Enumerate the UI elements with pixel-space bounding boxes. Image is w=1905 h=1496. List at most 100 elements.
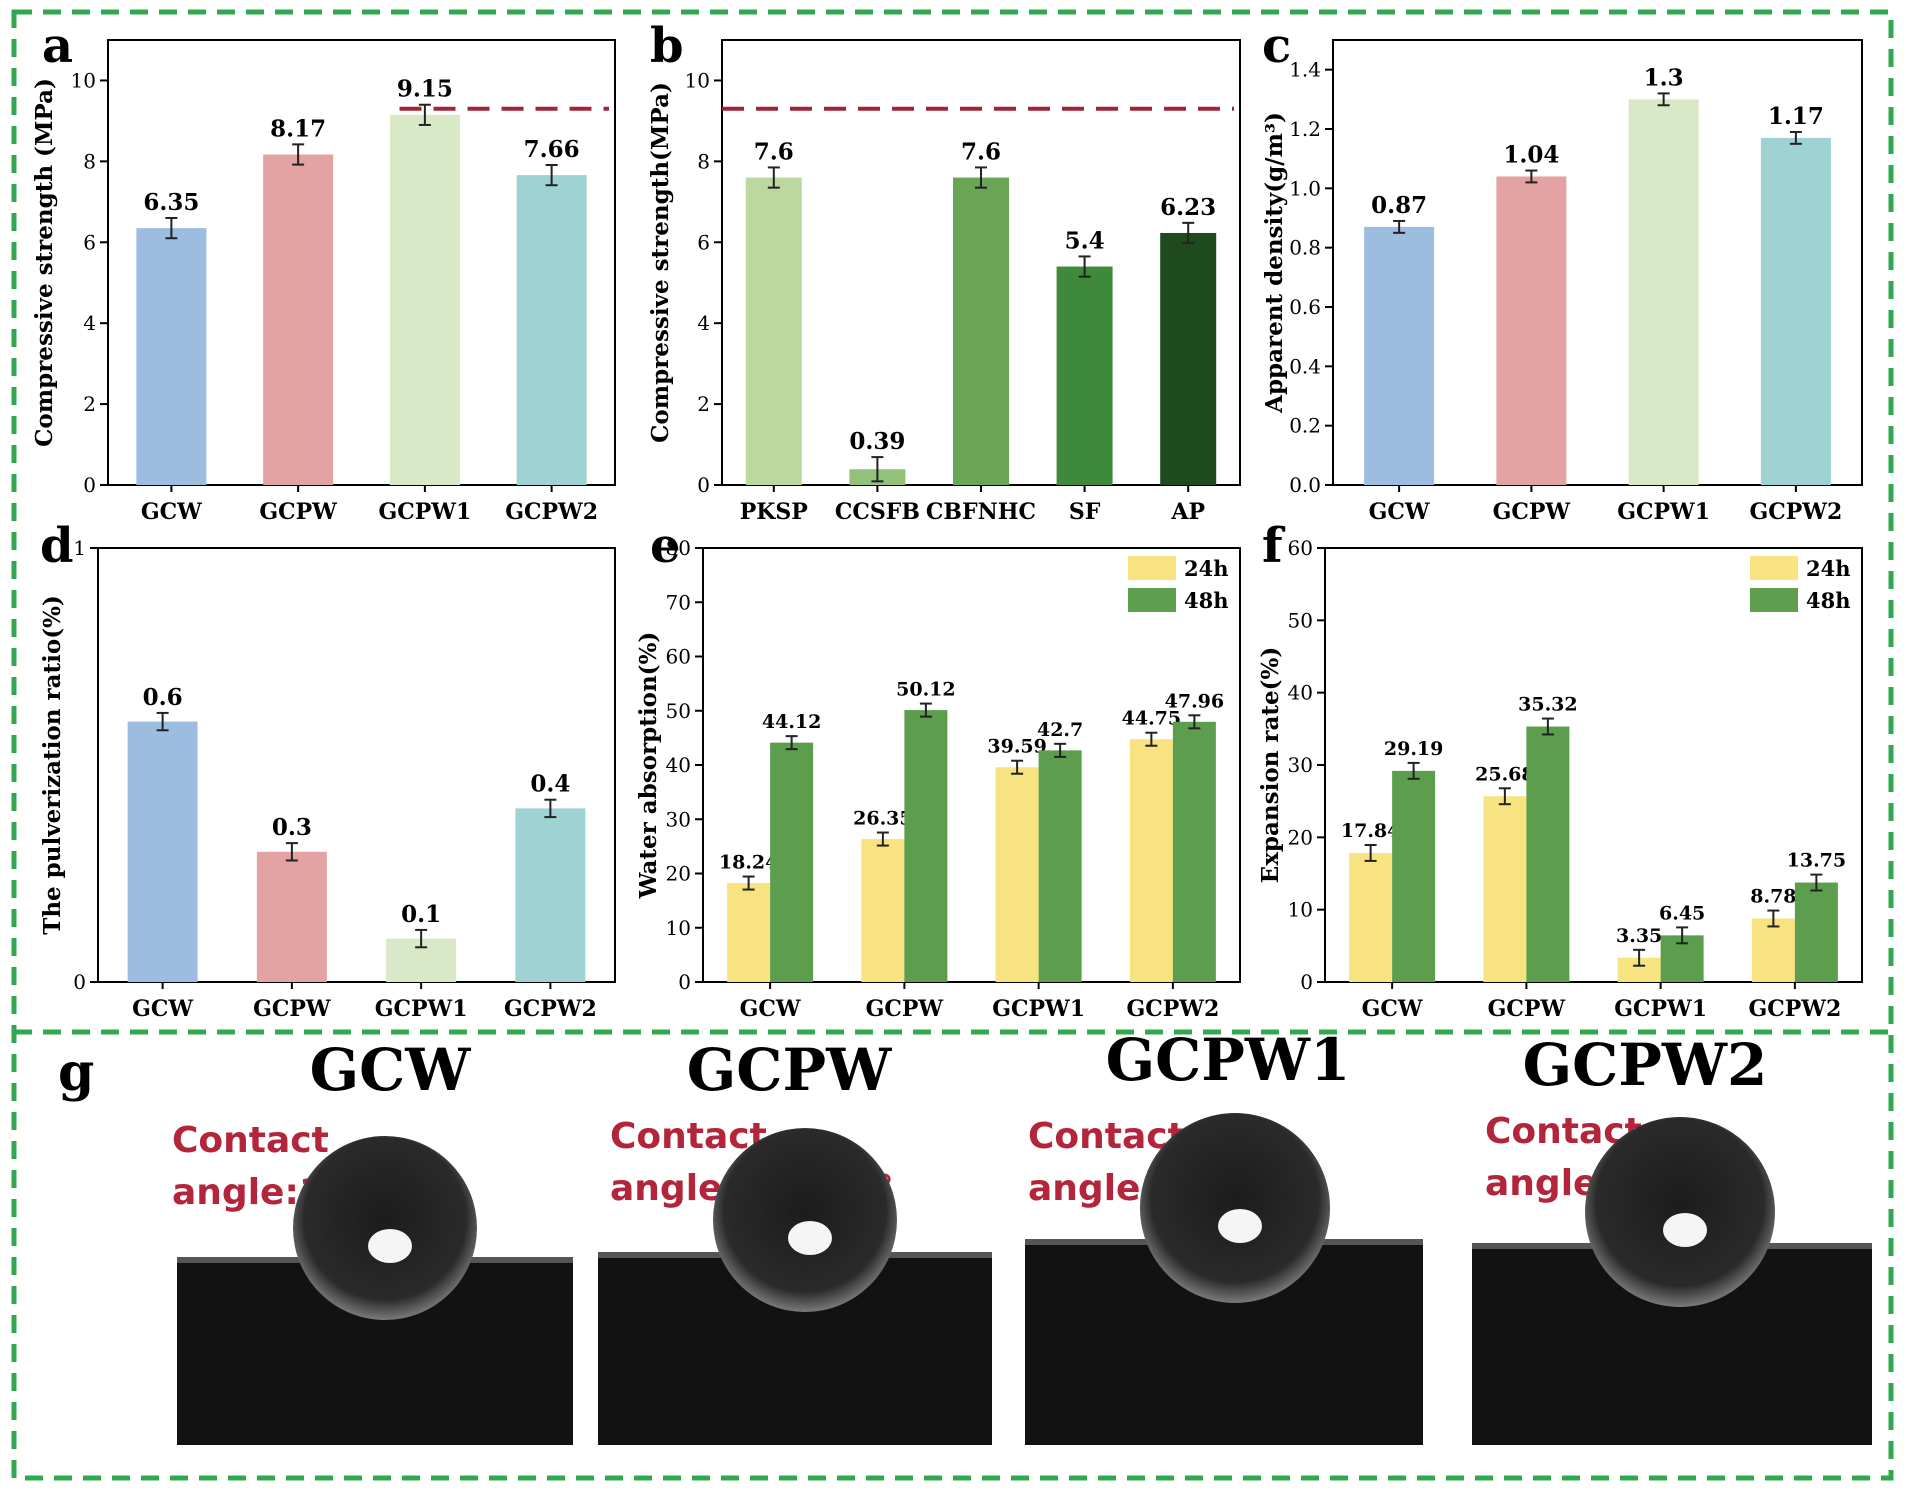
data-label: 7.66 bbox=[524, 136, 580, 163]
x-tick-label: GCPW1 bbox=[375, 996, 468, 1022]
x-tick-label: GCPW1 bbox=[1617, 499, 1710, 525]
x-tick-label: PKSP bbox=[740, 499, 808, 525]
y-tick-label: 1 bbox=[73, 536, 86, 560]
x-tick-label: GCPW1 bbox=[1614, 996, 1707, 1022]
y-tick-label: 1.0 bbox=[1289, 176, 1321, 200]
data-label: 8.17 bbox=[270, 115, 326, 142]
x-tick-label: GCW bbox=[1362, 996, 1423, 1022]
x-tick-label: GCPW bbox=[1488, 996, 1566, 1022]
data-label: 0.87 bbox=[1371, 192, 1427, 219]
bar bbox=[1760, 137, 1831, 485]
y-axis-label: Compressive strength (MPa) bbox=[31, 78, 58, 447]
y-tick-label: 8 bbox=[83, 149, 96, 173]
droplet bbox=[713, 1128, 897, 1312]
y-axis-label: The pulverization ratio(%) bbox=[39, 595, 66, 935]
contact-angle-sample: GCPWContactangle:124.80° bbox=[598, 1036, 992, 1445]
data-label: 0.3 bbox=[272, 814, 312, 841]
bar bbox=[515, 808, 586, 982]
data-label: 29.19 bbox=[1384, 738, 1444, 760]
bar bbox=[727, 883, 771, 982]
panel-label-d: d bbox=[40, 518, 74, 574]
y-tick-label: 10 bbox=[71, 68, 96, 92]
data-label: 6.35 bbox=[143, 189, 199, 216]
contact-angle-sample: GCPW1Contactangle:136.15° bbox=[1025, 1026, 1423, 1445]
y-axis-label: Water absorption(%) bbox=[635, 632, 662, 900]
y-tick-label: 10 bbox=[666, 916, 691, 940]
x-tick-label: CCSFB bbox=[835, 499, 920, 525]
data-label: 47.96 bbox=[1165, 690, 1225, 712]
droplet bbox=[293, 1136, 477, 1320]
chart-f: 0 10 20 30 40 50 60 Expansion rate(%) GCW GCPW GCP… bbox=[1257, 536, 1863, 1022]
y-tick-label: 1.4 bbox=[1289, 58, 1321, 82]
y-tick-label: 20 bbox=[666, 862, 691, 886]
x-tick-label: GCPW2 bbox=[1748, 996, 1841, 1022]
bar bbox=[1160, 232, 1217, 485]
chart-c: 0.0 0.2 0.4 0.6 0.8 1.0 1.2 1.4 Apparent density… bbox=[1261, 39, 1863, 525]
y-tick-label: 50 bbox=[1288, 608, 1313, 632]
bar bbox=[1172, 721, 1216, 982]
data-label: 6.23 bbox=[1160, 194, 1216, 221]
y-tick-label: 6 bbox=[83, 230, 96, 254]
plot-frame bbox=[107, 39, 616, 486]
y-tick-label: 0.6 bbox=[1289, 295, 1321, 319]
x-tick-label: GCPW bbox=[253, 996, 331, 1022]
x-tick-label: GCPW1 bbox=[992, 996, 1085, 1022]
x-tick-label: GCPW2 bbox=[505, 499, 598, 525]
data-label: 9.15 bbox=[397, 76, 453, 103]
bar bbox=[953, 177, 1009, 485]
x-tick-label: GCW bbox=[740, 996, 801, 1022]
y-tick-label: 80 bbox=[666, 536, 691, 560]
y-tick-label: 0.0 bbox=[1289, 473, 1321, 497]
bar bbox=[1349, 852, 1393, 982]
droplet-highlight bbox=[788, 1221, 832, 1255]
data-label: 6.45 bbox=[1659, 902, 1705, 924]
bar bbox=[1496, 176, 1567, 485]
data-label: 39.59 bbox=[987, 736, 1047, 758]
y-tick-label: 2 bbox=[83, 392, 96, 416]
legend-swatch bbox=[1128, 588, 1176, 612]
bar bbox=[1526, 726, 1570, 982]
y-tick-label: 8 bbox=[697, 149, 710, 173]
x-tick-label: GCPW bbox=[259, 499, 337, 525]
droplet bbox=[1585, 1117, 1775, 1307]
bar bbox=[1794, 882, 1838, 982]
data-label: 18.24 bbox=[719, 852, 779, 874]
x-tick-label: GCW bbox=[141, 499, 202, 525]
bar bbox=[995, 767, 1039, 982]
data-label: 35.32 bbox=[1518, 694, 1578, 716]
bar bbox=[745, 177, 802, 485]
bar bbox=[127, 721, 198, 982]
y-tick-label: 0 bbox=[73, 970, 86, 994]
legend-label: 48h bbox=[1184, 588, 1229, 613]
x-tick-label: GCPW bbox=[1493, 499, 1571, 525]
y-tick-label: 50 bbox=[666, 699, 691, 723]
legend-swatch bbox=[1750, 556, 1798, 580]
data-label: 7.6 bbox=[754, 138, 794, 165]
y-tick-label: 6 bbox=[697, 230, 710, 254]
data-label: 0.39 bbox=[849, 428, 905, 455]
data-label: 0.4 bbox=[530, 771, 570, 798]
y-tick-label: 2 bbox=[697, 392, 710, 416]
bar bbox=[1628, 99, 1699, 485]
data-label: 25.68 bbox=[1475, 763, 1535, 785]
y-tick-label: 0.8 bbox=[1289, 236, 1321, 260]
bar bbox=[1129, 739, 1173, 982]
y-tick-label: 0.2 bbox=[1289, 414, 1321, 438]
bar bbox=[1483, 796, 1527, 982]
data-label: 0.1 bbox=[401, 901, 441, 928]
y-axis-label: Compressive strength(MPa) bbox=[647, 82, 674, 443]
panel-label-c: c bbox=[1262, 18, 1291, 74]
legend-label: 24h bbox=[1184, 556, 1229, 581]
bar bbox=[904, 710, 948, 982]
data-label: 44.12 bbox=[762, 711, 822, 733]
data-label: 50.12 bbox=[896, 679, 956, 701]
bar bbox=[861, 839, 905, 982]
x-tick-label: GCW bbox=[1369, 499, 1430, 525]
data-label: 1.3 bbox=[1644, 64, 1684, 91]
chart-d: 0 1 The pulverization ratio(%) GCW GCPW GCPW1… bbox=[39, 536, 616, 1022]
contact-angle-sample: GCPW2Contactangle:132.62° bbox=[1472, 1031, 1872, 1445]
y-tick-label: 0 bbox=[678, 970, 691, 994]
plot-frame bbox=[1332, 39, 1863, 486]
data-label: 13.75 bbox=[1787, 850, 1847, 872]
